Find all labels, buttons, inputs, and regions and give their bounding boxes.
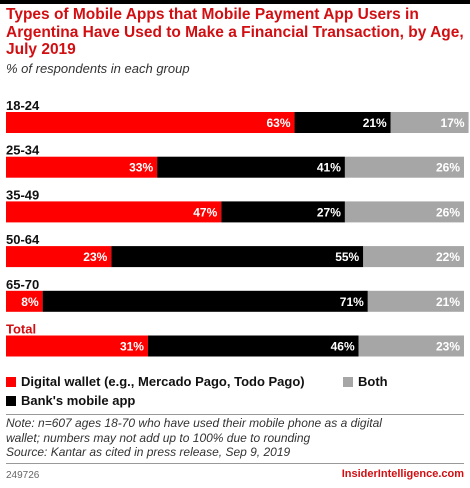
bar-35-49-digital-wallet	[6, 201, 222, 223]
legend-swatch-digital-wallet	[6, 377, 16, 387]
category-label-total: Total	[6, 322, 36, 337]
data-label-total-bank-app: 46%	[331, 340, 355, 354]
data-label-65-70-bank-app: 71%	[340, 295, 364, 309]
bar-25-34-digital-wallet	[6, 156, 158, 178]
bar-total-bank-app	[147, 335, 359, 357]
data-label-18-24-bank-app: 21%	[363, 116, 387, 130]
bar-65-70-digital-wallet	[6, 290, 43, 312]
legend-swatch-both	[343, 377, 353, 387]
data-label-18-24-both: 17%	[441, 116, 465, 130]
legend-label-both: Both	[358, 374, 388, 389]
bar-35-49-both	[344, 201, 464, 223]
bar-25-34-bank-app	[157, 156, 345, 178]
stacked-bar-chart: 18-24 63% 21% 17% 25-34 33% 41% 26% 35-49 47% 27% 2…	[6, 98, 469, 357]
data-label-25-34-both: 26%	[436, 161, 460, 175]
bar-18-24-bank-app	[294, 112, 391, 133]
data-label-total-both: 23%	[436, 340, 460, 354]
category-label-25-34: 25-34	[6, 143, 40, 158]
category-label-18-24: 18-24	[6, 98, 40, 113]
bar-18-24-both	[390, 112, 469, 133]
bar-total-both	[358, 335, 464, 357]
category-label-50-64: 50-64	[6, 232, 40, 247]
bar-18-24-digital-wallet	[6, 112, 295, 133]
data-label-35-49-both: 26%	[436, 205, 460, 219]
data-label-50-64-bank-app: 55%	[335, 250, 359, 264]
bar-50-64-digital-wallet	[6, 246, 112, 268]
chart-title: Types of Mobile Apps that Mobile Payment…	[6, 6, 464, 58]
chart-subtitle: % of respondents in each group	[6, 61, 190, 76]
legend-item-bank-app: Bank's mobile app	[6, 393, 135, 408]
top-rule	[0, 0, 470, 4]
chart-id: 249726	[6, 470, 40, 481]
category-label-65-70: 65-70	[6, 277, 39, 292]
legend-label-bank-app: Bank's mobile app	[21, 393, 136, 408]
footnote-note-line-1: Note: n=607 ages 18-70 who have used the…	[6, 416, 382, 430]
data-label-65-70-both: 21%	[436, 295, 460, 309]
footnote-source: Source: Kantar as cited in press release…	[6, 445, 291, 459]
bar-65-70-bank-app	[42, 290, 368, 312]
footnote-note-line-2: wallet; numbers may not add up to 100% d…	[6, 430, 311, 445]
data-label-25-34-bank-app: 41%	[317, 161, 341, 175]
category-label-35-49: 35-49	[6, 187, 39, 202]
legend-item-both: Both	[343, 374, 388, 389]
data-label-65-70-digital-wallet: 8%	[21, 295, 39, 309]
legend-swatch-bank-app	[6, 396, 16, 406]
data-label-50-64-digital-wallet: 23%	[83, 250, 107, 264]
bar-25-34-both	[344, 156, 464, 178]
data-label-25-34-digital-wallet: 33%	[129, 161, 153, 175]
data-label-18-24-digital-wallet: 63%	[267, 116, 291, 130]
bar-50-64-bank-app	[111, 246, 364, 268]
bar-65-70-both	[367, 290, 464, 312]
data-label-total-digital-wallet: 31%	[120, 340, 144, 354]
brand-logo-text: InsiderIntelligence.com	[341, 468, 464, 480]
legend-item-digital-wallet: Digital wallet (e.g., Mercado Pago, Todo…	[6, 374, 305, 389]
bar-35-49-bank-app	[221, 201, 345, 223]
footer-divider	[6, 463, 464, 464]
data-label-50-64-both: 22%	[436, 250, 460, 264]
legend-label-digital-wallet: Digital wallet (e.g., Mercado Pago, Todo…	[21, 374, 305, 389]
data-label-35-49-digital-wallet: 47%	[193, 205, 217, 219]
legend-divider	[6, 414, 464, 415]
footnote: Note: n=607 ages 18-70 who have used the…	[6, 416, 466, 460]
bar-total-digital-wallet	[6, 335, 148, 357]
bar-50-64-both	[363, 246, 464, 268]
data-label-35-49-bank-app: 27%	[317, 205, 341, 219]
